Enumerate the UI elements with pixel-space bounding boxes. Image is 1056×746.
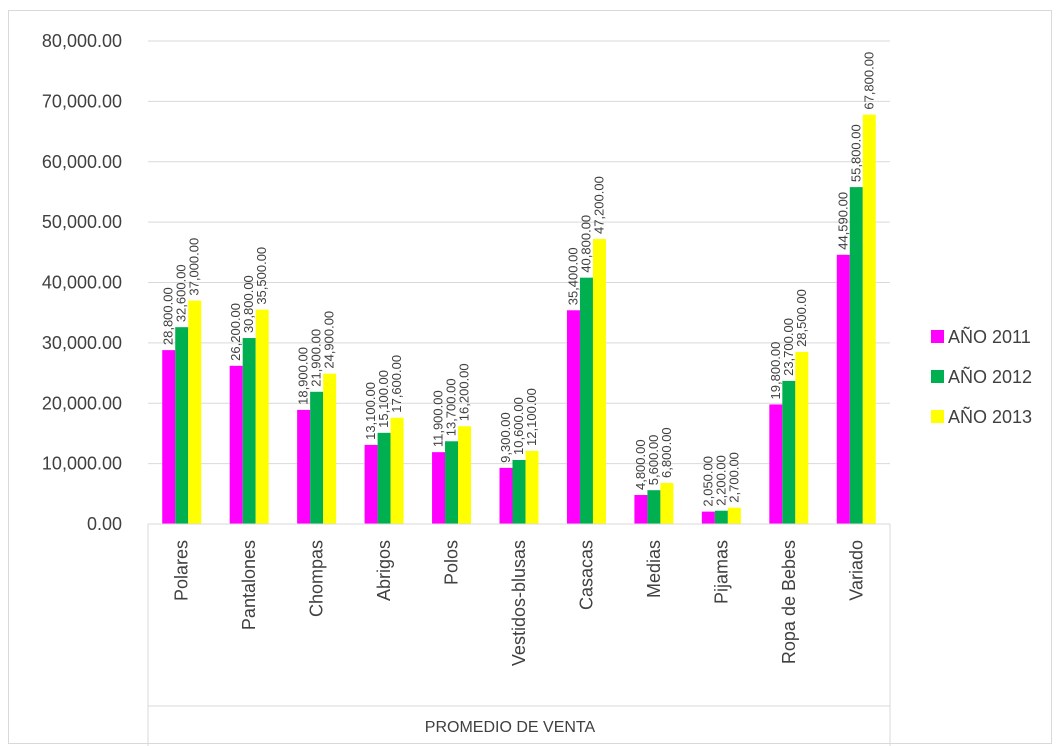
y-tick-label: 80,000.00: [42, 31, 122, 51]
bar: [162, 350, 176, 524]
y-tick-label: 70,000.00: [42, 91, 122, 111]
bar: [255, 309, 269, 524]
bar: [566, 310, 580, 524]
data-label: 19,800.00: [768, 342, 783, 400]
bars: [162, 114, 876, 525]
bar: [782, 380, 796, 524]
category-label: Polos: [442, 540, 462, 585]
data-label: 11,900.00: [431, 390, 446, 447]
data-label: 30,800.00: [241, 275, 256, 333]
y-tick-label: 40,000.00: [42, 273, 122, 293]
data-label: 13,700.00: [444, 378, 459, 436]
data-label: 37,000.00: [187, 238, 202, 296]
bar: [364, 444, 378, 524]
data-label: 55,800.00: [848, 124, 863, 182]
category-label: Variado: [846, 540, 866, 601]
data-label: 4,800.00: [633, 439, 648, 490]
bar: [390, 417, 404, 524]
x-axis-title: PROMEDIO DE VENTA: [425, 719, 596, 736]
legend-label: AÑO 2012: [948, 366, 1032, 387]
category-label: Casacas: [576, 540, 596, 610]
category-axis: Polares Pantalones Chompas Abrigos Polos Vest…: [147, 523, 891, 746]
data-label: 40,800.00: [578, 215, 593, 273]
data-label: 26,200.00: [228, 303, 243, 361]
data-label: 32,600.00: [174, 264, 189, 322]
bar: [175, 327, 189, 524]
bar: [242, 338, 256, 524]
category-label: Ropa de Bebes: [779, 540, 799, 664]
data-label: 21,900.00: [309, 329, 324, 387]
data-label: 35,400.00: [565, 247, 580, 305]
bar: [795, 351, 809, 524]
bar: [727, 507, 741, 524]
category-label: Vestidos-blusas: [509, 540, 529, 666]
legend-label: AÑO 2013: [948, 406, 1032, 427]
bar: [647, 490, 661, 524]
bar: [634, 495, 648, 524]
legend-swatch: [931, 410, 944, 423]
data-label: 6,800.00: [659, 427, 674, 478]
legend-swatch: [931, 330, 944, 343]
data-label: 17,600.00: [389, 355, 404, 413]
category-label: Abrigos: [374, 540, 394, 601]
y-axis-tick-labels: 0.00 10,000.00 20,000.00 30,000.00 40,000.00…: [42, 31, 122, 534]
data-label: 10,600.00: [511, 397, 526, 455]
data-label: 18,900.00: [296, 347, 311, 405]
y-tick-label: 10,000.00: [42, 454, 122, 474]
data-label: 13,100.00: [363, 382, 378, 440]
bar: [525, 450, 539, 524]
category-label: Pantalones: [239, 540, 259, 630]
bar: [499, 467, 513, 524]
bar: [701, 511, 715, 524]
data-label: 2,050.00: [700, 456, 715, 507]
bar: [579, 277, 593, 524]
data-label: 12,100.00: [524, 388, 539, 446]
data-label: 35,500.00: [254, 247, 269, 305]
bar: [432, 452, 446, 524]
bar: [188, 300, 202, 524]
y-tick-label: 50,000.00: [42, 212, 122, 232]
category-label: Chompas: [307, 540, 327, 617]
bar: [849, 187, 863, 525]
bar: [229, 365, 243, 524]
legend-swatch: [931, 370, 944, 383]
bar: [714, 510, 728, 524]
data-label: 2,700.00: [726, 452, 741, 503]
data-label: 15,100.00: [376, 370, 391, 428]
data-label: 47,200.00: [591, 176, 606, 234]
data-labels: 28,800.00 26,200.00 18,900.00 13,100.00 11,9…: [161, 52, 877, 507]
bar: [323, 373, 337, 524]
y-tick-label: 30,000.00: [42, 333, 122, 353]
category-label: Pijamas: [711, 540, 731, 604]
legend: AÑO 2011 AÑO 2012 AÑO 2013: [931, 326, 1032, 427]
data-label: 16,200.00: [457, 363, 472, 421]
category-label: Medias: [644, 540, 664, 598]
bar: [377, 432, 391, 524]
data-label: 2,200.00: [713, 455, 728, 506]
y-tick-label: 60,000.00: [42, 152, 122, 172]
data-label: 9,300.00: [498, 412, 513, 463]
category-label: Polares: [172, 540, 192, 601]
y-tick-label: 20,000.00: [42, 393, 122, 413]
bar: [862, 114, 876, 524]
bar: [445, 441, 459, 524]
bar: [836, 254, 850, 524]
data-label: 23,700.00: [781, 318, 796, 376]
data-label: 28,800.00: [161, 287, 176, 345]
y-tick-label: 0.00: [87, 514, 122, 534]
data-label: 5,600.00: [646, 435, 661, 486]
bar: [512, 460, 526, 524]
data-label: 24,900.00: [322, 311, 337, 369]
data-label: 44,590.00: [835, 192, 850, 250]
bar: [592, 239, 606, 524]
bar: [458, 426, 472, 524]
bar: [769, 404, 783, 524]
bar: [660, 482, 674, 524]
data-label: 67,800.00: [861, 52, 876, 110]
data-label: 28,500.00: [794, 289, 809, 347]
bar: [297, 409, 311, 524]
bar: [310, 391, 324, 524]
legend-label: AÑO 2011: [948, 326, 1031, 347]
